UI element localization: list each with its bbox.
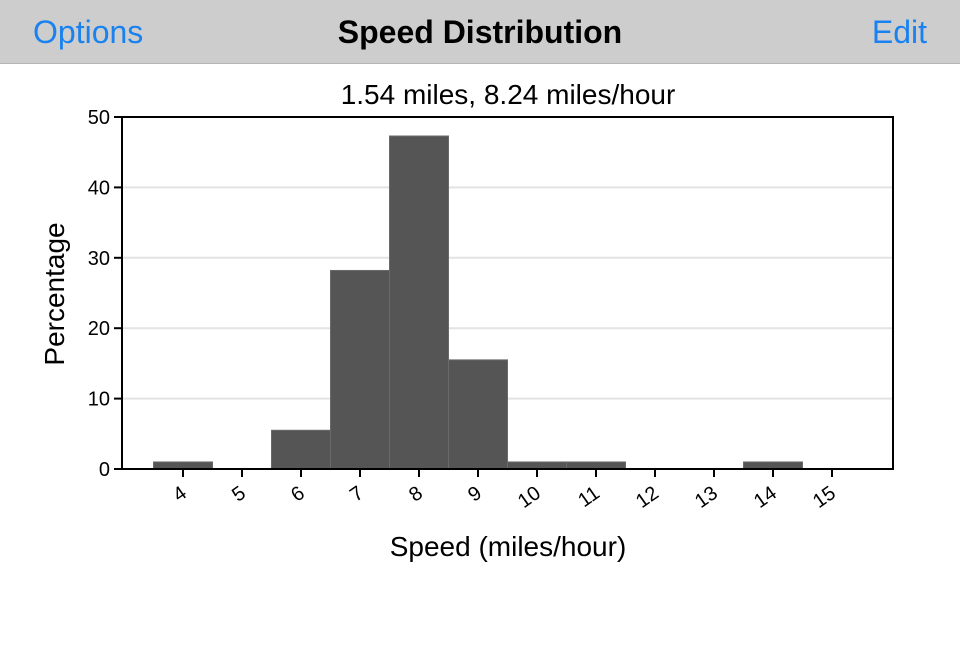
bar <box>566 461 626 470</box>
page-title: Speed Distribution <box>337 14 623 50</box>
bar <box>153 461 213 470</box>
y-tick-label: 40 <box>88 177 110 199</box>
options-button[interactable]: Options <box>33 14 144 50</box>
plot-frame <box>121 116 894 470</box>
bar <box>448 359 508 470</box>
bar <box>271 429 331 470</box>
bar <box>743 461 803 470</box>
y-tick-label: 30 <box>88 248 110 270</box>
grid-lines <box>122 186 893 400</box>
chart-container: 0 10 20 30 40 50 4 5 6 7 8 9 10 11 12 13 14 15 1.54 mile… <box>0 64 960 640</box>
x-tick-label: 8 <box>405 482 427 506</box>
navigation-bar: Options Speed Distribution Edit <box>0 0 960 64</box>
bar <box>389 135 449 470</box>
y-axis-label: Percentage <box>39 222 70 365</box>
chart-title: 1.54 miles, 8.24 miles/hour <box>341 79 676 110</box>
x-tick-label: 15 <box>809 482 840 513</box>
x-axis-label: Speed (miles/hour) <box>390 531 627 562</box>
x-tick-label: 9 <box>464 482 486 506</box>
x-tick-label: 10 <box>514 482 545 513</box>
x-tick-label: 14 <box>750 482 781 513</box>
edit-button[interactable]: Edit <box>871 14 927 50</box>
y-tick-label: 10 <box>88 389 110 411</box>
x-tick-label: 13 <box>691 482 722 513</box>
x-tick-label: 7 <box>346 482 368 506</box>
x-axis-ticks: 4 5 6 7 8 9 10 11 12 13 14 15 <box>169 469 840 513</box>
x-tick-label: 6 <box>287 482 309 506</box>
x-tick-label: 12 <box>632 482 663 513</box>
x-tick-label: 5 <box>228 482 250 506</box>
y-tick-label: 50 <box>88 107 110 129</box>
bar <box>507 461 567 470</box>
bars <box>153 135 803 470</box>
speed-histogram-chart: 0 10 20 30 40 50 4 5 6 7 8 9 10 11 12 13 14 15 1.54 mile… <box>39 79 894 562</box>
x-tick-label: 11 <box>574 482 604 512</box>
bar <box>330 269 390 470</box>
y-axis-ticks: 0 10 20 30 40 50 <box>88 107 122 481</box>
y-tick-label: 0 <box>99 459 110 481</box>
x-tick-label: 4 <box>169 482 191 506</box>
y-tick-label: 20 <box>88 318 110 340</box>
